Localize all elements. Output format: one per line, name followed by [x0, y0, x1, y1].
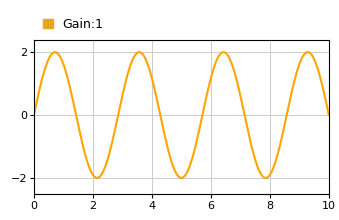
Legend: Gain:1: Gain:1: [40, 15, 106, 33]
